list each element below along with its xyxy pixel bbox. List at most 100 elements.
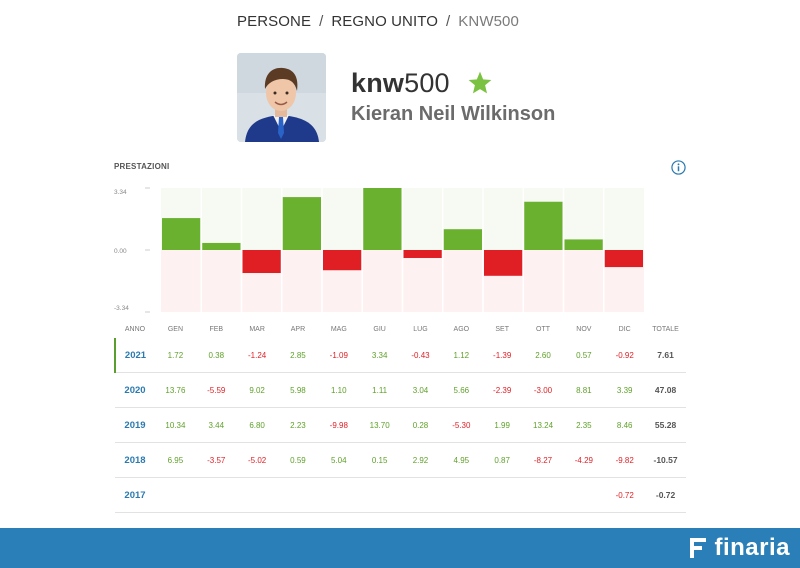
info-icon[interactable] bbox=[671, 160, 686, 175]
total-cell: 55.28 bbox=[645, 407, 686, 443]
month-value-cell: 5.04 bbox=[318, 442, 360, 478]
column-header: GIU bbox=[373, 325, 386, 333]
bar-ott bbox=[524, 201, 563, 250]
month-value-cell: 8.81 bbox=[563, 372, 605, 408]
bar-dic bbox=[604, 250, 643, 268]
year-cell[interactable]: 2021 bbox=[114, 338, 155, 373]
bar-set bbox=[484, 250, 523, 276]
column-header: MAR bbox=[249, 325, 265, 333]
performance-title: PRESTAZIONI bbox=[114, 162, 170, 171]
month-value-cell: 10.34 bbox=[155, 407, 196, 443]
username-letters: knw bbox=[351, 68, 405, 98]
column-header: MAG bbox=[330, 325, 347, 333]
month-value-cell: 1.10 bbox=[318, 372, 360, 408]
month-value-cell: 9.02 bbox=[236, 372, 278, 408]
y-tick-label: 3.34 bbox=[114, 189, 127, 196]
breadcrumb: PERSONE / REGNO UNITO / KNW500 bbox=[237, 13, 519, 30]
month-value-cell: -1.39 bbox=[481, 338, 523, 373]
month-value-cell: 13.76 bbox=[155, 372, 196, 408]
month-value-cell: 0.15 bbox=[359, 442, 401, 478]
month-value-cell: 0.59 bbox=[277, 442, 319, 478]
month-value-cell: -9.82 bbox=[604, 442, 646, 478]
bar-giu bbox=[363, 188, 402, 250]
month-value-cell: -5.59 bbox=[195, 372, 237, 408]
month-value-cell bbox=[236, 477, 278, 513]
month-value-cell: 2.92 bbox=[400, 442, 441, 478]
performance-table: ANNO GEN FEB MAR APR MAG GIU LUG AGO SET OTT NOV DIC… bbox=[114, 320, 686, 513]
month-value-cell bbox=[318, 477, 360, 513]
month-value-cell: -3.57 bbox=[195, 442, 237, 478]
y-tick-label: 0.00 bbox=[114, 248, 127, 255]
month-value-cell: 4.95 bbox=[440, 442, 482, 478]
month-value-cell bbox=[195, 477, 237, 513]
year-cell[interactable]: 2020 bbox=[115, 372, 155, 408]
month-value-cell: 0.87 bbox=[481, 442, 523, 478]
finaria-logo[interactable]: finaria bbox=[688, 533, 790, 563]
year-cell[interactable]: 2018 bbox=[115, 442, 155, 478]
finaria-logo-icon bbox=[690, 538, 707, 558]
month-value-cell bbox=[400, 477, 441, 513]
year-cell[interactable]: 2017 bbox=[115, 477, 155, 513]
breadcrumb-persone[interactable]: PERSONE bbox=[237, 13, 312, 30]
month-value-cell: 5.66 bbox=[440, 372, 482, 408]
column-header: DIC bbox=[618, 325, 631, 333]
star-icon[interactable] bbox=[467, 70, 493, 96]
month-value-cell: 3.44 bbox=[195, 407, 237, 443]
month-value-cell: 2.60 bbox=[522, 338, 564, 373]
table-row[interactable]: 2018 6.95 -3.57 -5.02 0.59 5.04 0.15 2.92 4.95 0.… bbox=[115, 442, 686, 478]
bar-feb bbox=[202, 242, 241, 250]
column-header: SET bbox=[495, 325, 509, 333]
month-value-cell bbox=[359, 477, 401, 513]
month-value-cell bbox=[563, 477, 605, 513]
month-value-cell: -0.72 bbox=[604, 477, 646, 513]
total-cell: 7.61 bbox=[645, 338, 686, 373]
breadcrumb-regno-unito[interactable]: REGNO UNITO bbox=[331, 13, 439, 30]
table-row[interactable]: 2020 13.76 -5.59 9.02 5.98 1.10 1.11 3.04 5.66 -2… bbox=[115, 372, 686, 408]
month-value-cell: 2.85 bbox=[277, 338, 319, 373]
month-value-cell: 1.99 bbox=[481, 407, 523, 443]
month-value-cell bbox=[440, 477, 482, 513]
total-cell: -0.72 bbox=[645, 477, 686, 513]
month-value-cell: 3.39 bbox=[604, 372, 646, 408]
month-value-cell: -5.30 bbox=[440, 407, 482, 443]
month-value-cell: -5.02 bbox=[236, 442, 278, 478]
username: knw500 bbox=[351, 68, 450, 99]
bar-gen bbox=[162, 218, 201, 250]
table-row[interactable]: 2021 1.72 0.38 -1.24 2.85 -1.09 3.34 -0.43 1.12-… bbox=[114, 338, 686, 373]
avatar bbox=[237, 53, 326, 142]
column-header: TOTALE bbox=[652, 325, 679, 333]
month-value-cell: 13.70 bbox=[359, 407, 401, 443]
month-value-cell: -9.98 bbox=[318, 407, 360, 443]
month-value-cell: 3.34 bbox=[359, 338, 401, 373]
month-value-cell: -1.24 bbox=[236, 338, 278, 373]
table-row[interactable]: 2017 -0.72 -0.72 bbox=[115, 477, 686, 513]
total-cell: -10.57 bbox=[645, 442, 686, 478]
table-row[interactable]: 2019 10.34 3.44 6.80 2.23 -9.98 13.70 0.28 -5.30… bbox=[115, 407, 686, 443]
month-value-cell: 1.72 bbox=[155, 338, 196, 373]
column-header: OTT bbox=[536, 325, 551, 333]
full-name: Kieran Neil Wilkinson bbox=[351, 103, 556, 125]
month-value-cell: 8.46 bbox=[604, 407, 646, 443]
breadcrumb-separator: / bbox=[446, 13, 451, 30]
column-header: LUG bbox=[413, 325, 428, 333]
month-value-cell: 6.95 bbox=[155, 442, 196, 478]
month-value-cell: 0.57 bbox=[563, 338, 605, 373]
column-header: APR bbox=[290, 325, 306, 333]
month-value-cell: 5.98 bbox=[277, 372, 319, 408]
total-cell: 47.08 bbox=[645, 372, 686, 408]
bar-apr bbox=[282, 197, 321, 250]
column-header: ANNO bbox=[124, 325, 146, 333]
column-header: AGO bbox=[453, 325, 470, 333]
year-cell[interactable]: 2019 bbox=[115, 407, 155, 443]
month-value-cell: 0.38 bbox=[195, 338, 237, 373]
month-value-cell: 2.23 bbox=[277, 407, 319, 443]
column-header: FEB bbox=[209, 325, 224, 333]
table-header-row: ANNO GEN FEB MAR APR MAG GIU LUG AGO SET OTT NOV DIC… bbox=[115, 320, 686, 338]
month-value-cell bbox=[155, 477, 196, 513]
footer-bar: finaria bbox=[0, 528, 800, 568]
month-value-cell: -3.00 bbox=[522, 372, 564, 408]
bar-mar bbox=[242, 250, 281, 274]
month-value-cell bbox=[522, 477, 564, 513]
month-value-cell: 13.24 bbox=[522, 407, 564, 443]
bar-mag bbox=[323, 250, 362, 271]
